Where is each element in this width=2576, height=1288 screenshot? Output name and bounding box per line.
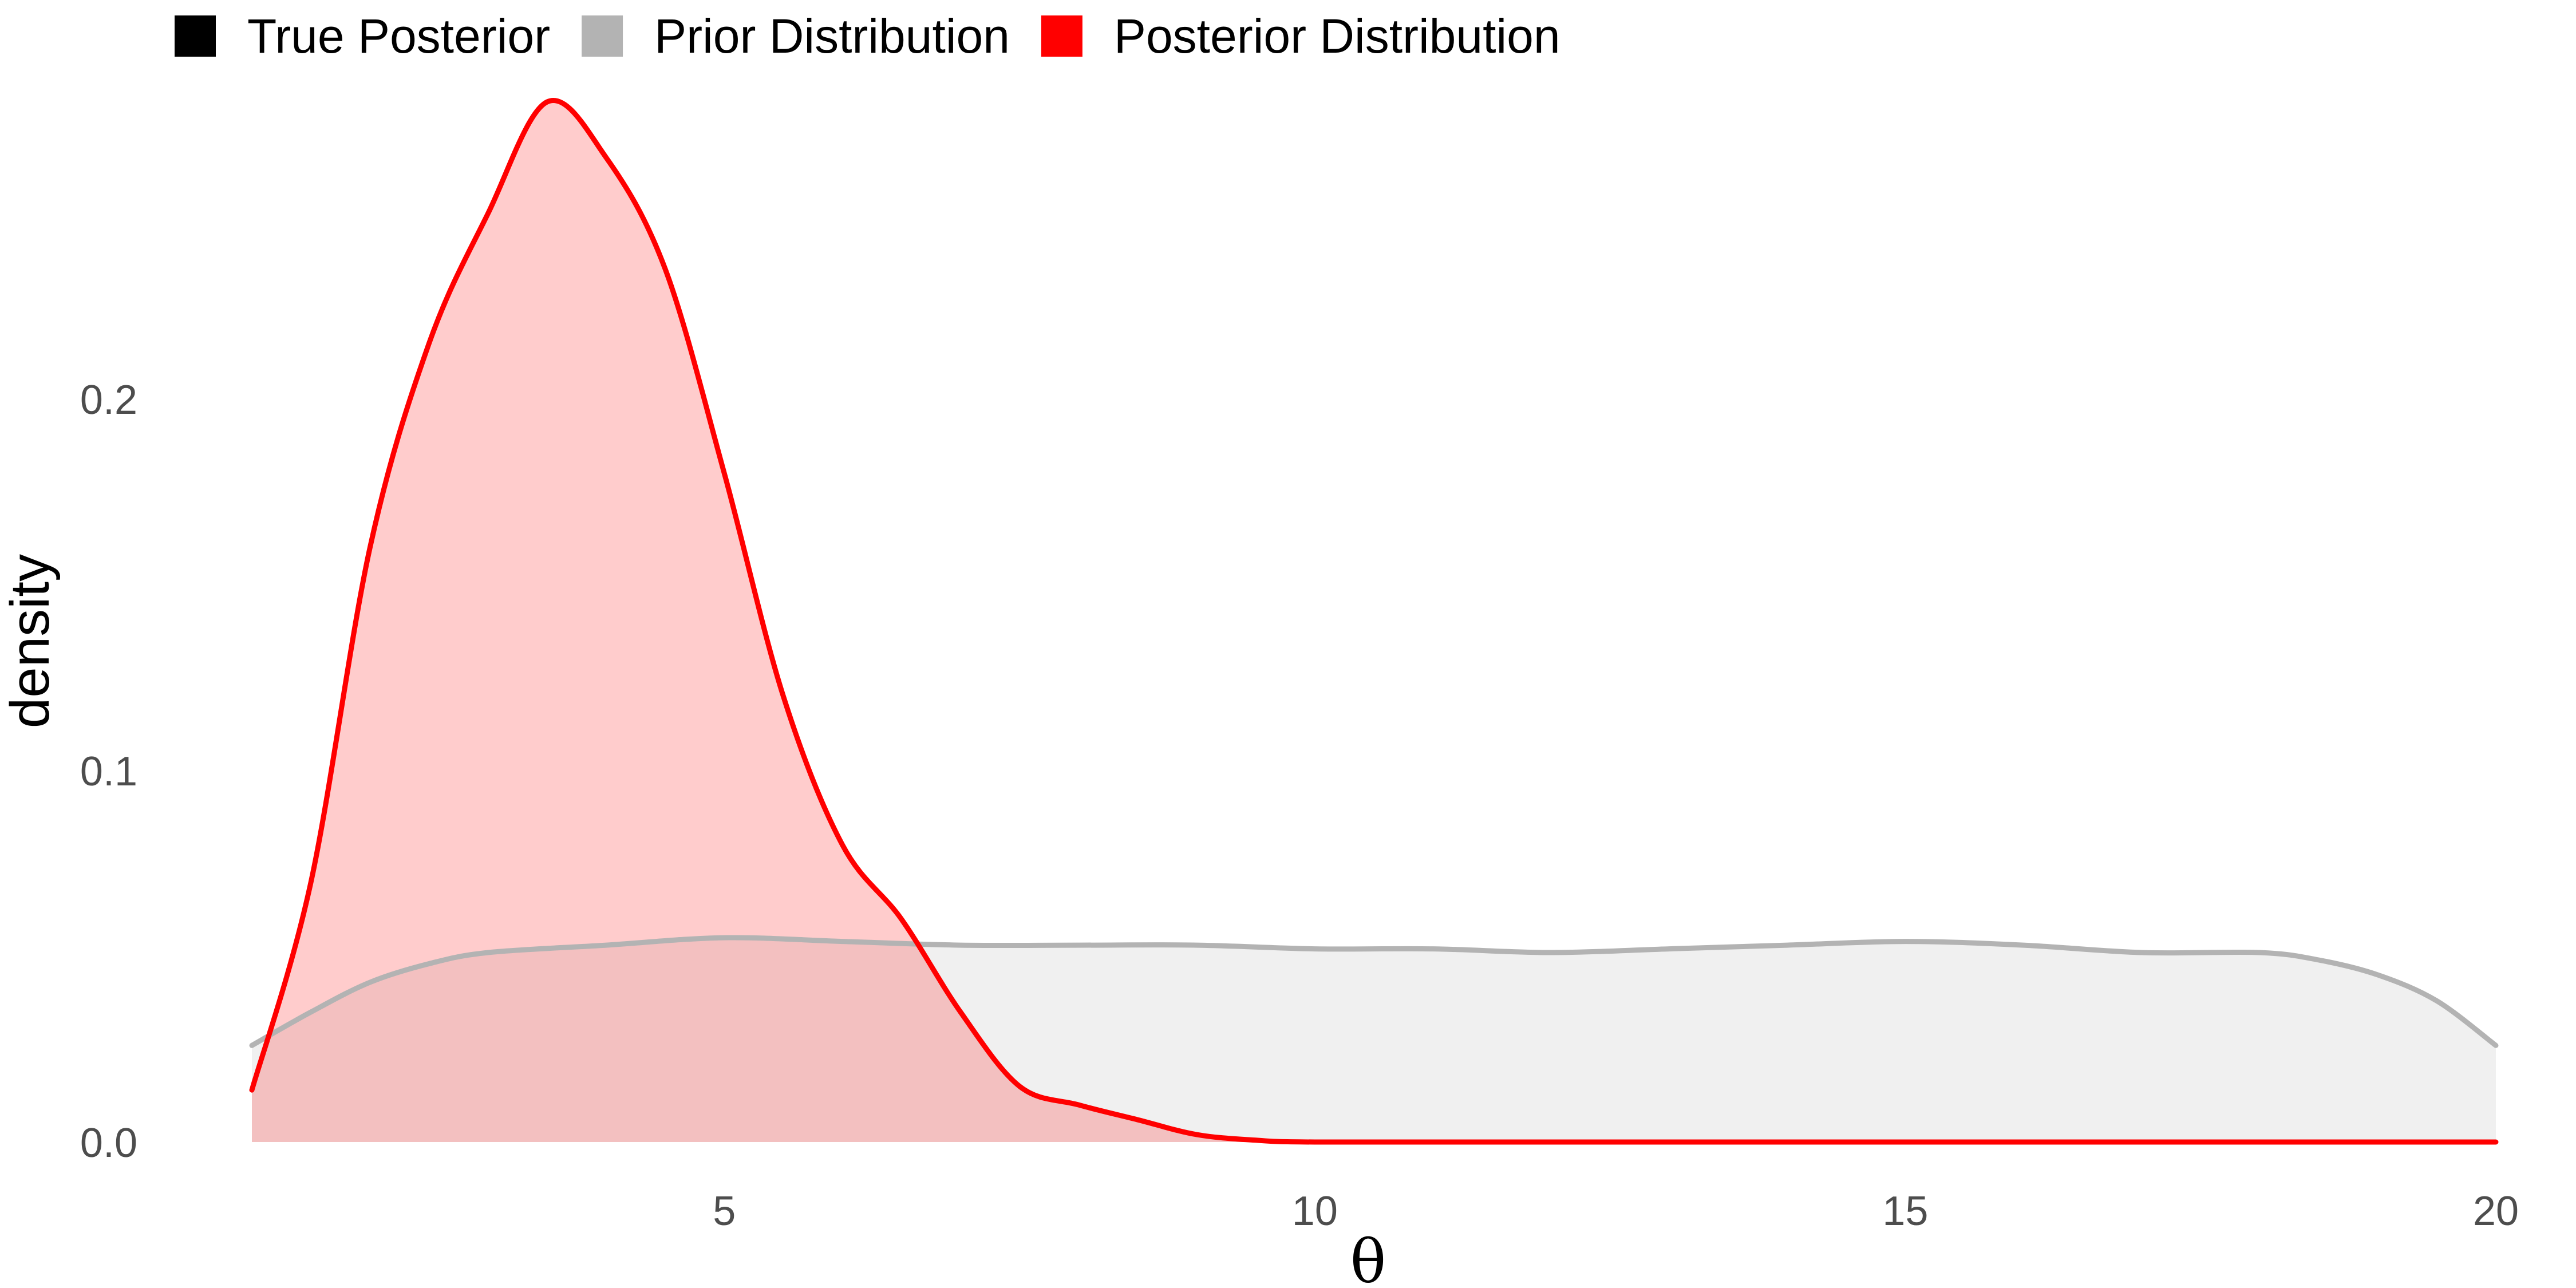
plot-fills (252, 100, 2496, 1143)
x-tick-label: 20 (2473, 1188, 2519, 1234)
legend-label-true-posterior: True Posterior (247, 9, 550, 63)
plot-lines (249, 98, 2499, 1145)
x-tick-label: 15 (1882, 1188, 1928, 1234)
legend-label-posterior-distribution: Posterior Distribution (1114, 9, 1560, 63)
legend-label-prior-distribution: Prior Distribution (654, 9, 1010, 63)
prior-distribution-line (249, 935, 2499, 1048)
posterior-distribution-area (252, 100, 2496, 1143)
x-tick-label: 10 (1292, 1188, 1338, 1234)
y-axis-label: density (0, 554, 61, 728)
legend-key-prior-distribution (582, 15, 623, 57)
legend-key-true-posterior (175, 15, 216, 57)
y-axis-ticks: 0.0 0.1 0.2 (80, 377, 137, 1166)
y-tick-label: 0.2 (80, 377, 137, 423)
x-axis-ticks: 5 10 15 20 (713, 1188, 2519, 1234)
posterior-distribution-line (249, 98, 2499, 1145)
legend-key-posterior-distribution (1041, 15, 1082, 57)
y-tick-label: 0.0 (80, 1120, 137, 1166)
x-axis-label: θ (1350, 1227, 1386, 1288)
prior-distribution-area (252, 937, 2496, 1142)
x-tick-label: 5 (713, 1188, 736, 1234)
legend: True Posterior Prior Distribution Posterio… (175, 9, 1560, 63)
y-tick-label: 0.1 (80, 749, 137, 795)
